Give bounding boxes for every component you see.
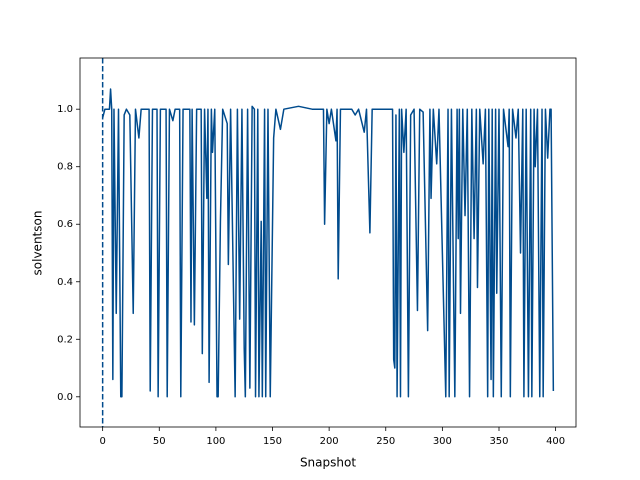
y-tick-label: 0.8 — [57, 162, 73, 173]
x-tick-label: 0 — [99, 436, 105, 447]
y-tick-label: 0.6 — [57, 219, 73, 230]
x-tick-label: 50 — [153, 436, 166, 447]
data-line — [101, 88, 555, 398]
y-tick-label: 1.0 — [57, 104, 73, 115]
x-tick-label: 100 — [206, 436, 225, 447]
x-tick-label: 400 — [546, 436, 565, 447]
y-tick-label: 0.4 — [57, 277, 73, 288]
x-axis-label: Snapshot — [300, 456, 356, 470]
y-tick-label: 0.2 — [57, 334, 73, 345]
plot-frame — [79, 57, 577, 428]
x-tick-label: 300 — [433, 436, 452, 447]
x-tick-label: 350 — [489, 436, 508, 447]
y-tick-label: 0.0 — [57, 392, 73, 403]
x-tick-label: 150 — [263, 436, 282, 447]
x-tick-label: 200 — [320, 436, 339, 447]
x-tick-label: 250 — [376, 436, 395, 447]
y-axis-label: solventson — [31, 211, 45, 276]
